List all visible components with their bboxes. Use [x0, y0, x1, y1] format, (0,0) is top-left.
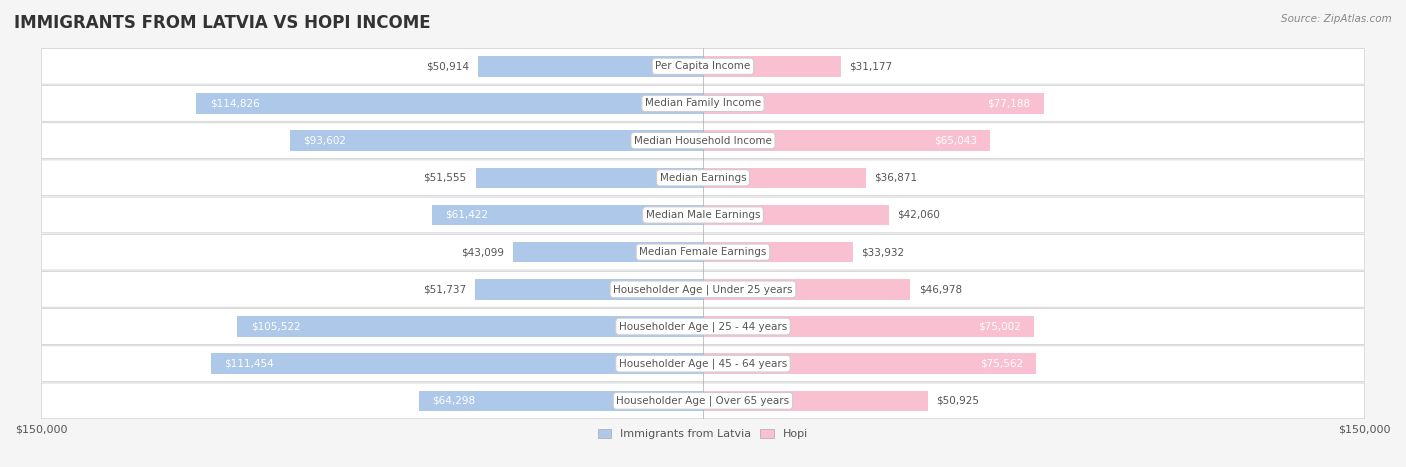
Text: $77,188: $77,188 [987, 99, 1031, 108]
Legend: Immigrants from Latvia, Hopi: Immigrants from Latvia, Hopi [593, 425, 813, 444]
Text: $75,002: $75,002 [977, 321, 1021, 332]
Text: Source: ZipAtlas.com: Source: ZipAtlas.com [1281, 14, 1392, 24]
Text: Median Female Earnings: Median Female Earnings [640, 247, 766, 257]
Text: Median Male Earnings: Median Male Earnings [645, 210, 761, 220]
Text: Householder Age | Under 25 years: Householder Age | Under 25 years [613, 284, 793, 295]
Text: $43,099: $43,099 [461, 247, 503, 257]
FancyBboxPatch shape [41, 197, 1365, 233]
Text: $36,871: $36,871 [875, 173, 918, 183]
Text: IMMIGRANTS FROM LATVIA VS HOPI INCOME: IMMIGRANTS FROM LATVIA VS HOPI INCOME [14, 14, 430, 32]
Text: Median Household Income: Median Household Income [634, 135, 772, 146]
Bar [475, 279, 703, 299]
FancyBboxPatch shape [41, 346, 1365, 382]
Text: Householder Age | 45 - 64 years: Householder Age | 45 - 64 years [619, 359, 787, 369]
Text: $61,422: $61,422 [446, 210, 488, 220]
Bar [478, 56, 703, 77]
Text: Householder Age | Over 65 years: Householder Age | Over 65 years [616, 396, 790, 406]
Bar [290, 130, 703, 151]
Text: $33,932: $33,932 [862, 247, 904, 257]
Text: $50,914: $50,914 [426, 61, 470, 71]
FancyBboxPatch shape [41, 309, 1365, 344]
FancyBboxPatch shape [41, 49, 1365, 84]
FancyBboxPatch shape [41, 160, 1365, 196]
Text: Per Capita Income: Per Capita Income [655, 61, 751, 71]
Bar [703, 168, 866, 188]
Bar [703, 242, 852, 262]
Bar [703, 130, 990, 151]
Bar [703, 56, 841, 77]
Text: $75,562: $75,562 [980, 359, 1024, 368]
Text: $64,298: $64,298 [433, 396, 475, 406]
Text: $50,925: $50,925 [936, 396, 980, 406]
Bar [475, 168, 703, 188]
FancyBboxPatch shape [41, 123, 1365, 158]
FancyBboxPatch shape [41, 383, 1365, 419]
Bar [703, 390, 928, 411]
Bar [703, 93, 1043, 113]
Text: $105,522: $105,522 [250, 321, 301, 332]
Text: $31,177: $31,177 [849, 61, 893, 71]
FancyBboxPatch shape [41, 85, 1365, 121]
Bar [211, 354, 703, 374]
Bar [197, 93, 703, 113]
Bar [419, 390, 703, 411]
Text: $93,602: $93,602 [304, 135, 346, 146]
FancyBboxPatch shape [41, 234, 1365, 270]
Text: Householder Age | 25 - 44 years: Householder Age | 25 - 44 years [619, 321, 787, 332]
Text: $65,043: $65,043 [934, 135, 977, 146]
Bar [238, 316, 703, 337]
Text: $51,555: $51,555 [423, 173, 467, 183]
Bar [703, 316, 1033, 337]
Text: Median Family Income: Median Family Income [645, 99, 761, 108]
Bar [703, 354, 1036, 374]
Text: $51,737: $51,737 [423, 284, 465, 294]
Bar [513, 242, 703, 262]
Bar [703, 279, 910, 299]
Text: $111,454: $111,454 [225, 359, 274, 368]
Bar [703, 205, 889, 225]
Text: $46,978: $46,978 [920, 284, 962, 294]
Bar [432, 205, 703, 225]
Text: Median Earnings: Median Earnings [659, 173, 747, 183]
Text: $114,826: $114,826 [209, 99, 260, 108]
Text: $42,060: $42,060 [897, 210, 941, 220]
FancyBboxPatch shape [41, 271, 1365, 307]
